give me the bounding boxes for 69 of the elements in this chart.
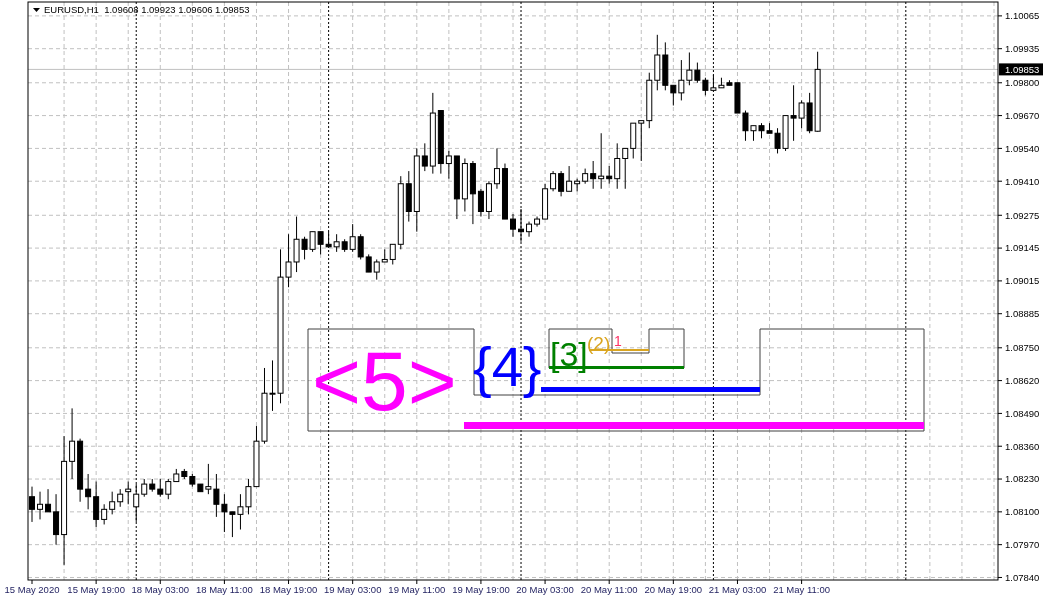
x-tick-label: 19 May 03:00 [323,584,382,595]
y-tick-label: 1.09540 [1005,142,1040,154]
candlestick [550,170,557,192]
x-tick-label: 21 May 11:00 [773,584,831,595]
candlestick [566,165,573,192]
y-tick-label: 1.10065 [1005,10,1040,22]
x-tick-label: 20 May 11:00 [580,584,638,595]
y-tick-label: 1.08360 [1005,440,1040,452]
candlestick [574,178,581,192]
y-tick-label: 1.09670 [1005,109,1040,121]
y-tick-label: 1.08885 [1005,308,1040,320]
candlestick [477,188,484,218]
candlestick [37,491,44,520]
candlestick [558,170,565,197]
chart-title: EURUSD,H1 1.09608 1.09923 1.09606 1.09853 [44,4,250,15]
candlestick [349,223,356,253]
annotation: [3] [550,335,588,373]
candlestick [373,258,380,281]
x-tick-label: 19 May 11:00 [388,584,446,595]
y-tick-label: 1.08750 [1005,342,1040,354]
x-tick-label: 18 May 11:00 [195,584,253,595]
y-tick-label: 1.09015 [1005,275,1040,287]
candlestick [85,473,92,510]
annotation: {4} [473,335,542,398]
y-tick-label: 1.08490 [1005,407,1040,419]
candlestick [598,132,605,190]
y-tick-label: 1.09800 [1005,77,1040,89]
x-tick-label: 18 May 03:00 [131,584,190,595]
y-tick-label: 1.09410 [1005,175,1040,187]
x-tick-label: 15 May 2020 [4,584,60,595]
candlestick [590,160,597,190]
candlestick [670,84,677,106]
x-tick-label: 20 May 19:00 [644,584,703,595]
candlestick [389,243,396,265]
y-tick-label: 1.08230 [1005,473,1040,485]
candlestick [518,208,525,243]
candlestick [69,407,76,480]
x-tick-label: 18 May 19:00 [259,584,318,595]
candlestick [133,483,140,523]
candlestick [357,233,364,260]
y-tick-label: 1.07840 [1005,571,1040,583]
candlestick [493,147,500,190]
candlestick [421,142,428,172]
candlestick [101,503,108,525]
y-tick-label: 1.09275 [1005,209,1040,221]
x-tick-label: 15 May 19:00 [67,584,125,595]
candlestick [45,488,52,513]
candlestick [125,481,132,505]
candlestick [510,213,516,238]
y-tick-label: 1.09935 [1005,43,1040,55]
x-tick-label: 21 May 03:00 [708,584,767,595]
y-tick-label: 1.08100 [1005,506,1040,518]
y-tick-label: 1.08620 [1005,374,1040,386]
y-tick-label: 1.09145 [1005,242,1040,254]
x-tick-label: 20 May 03:00 [516,584,574,595]
candlestick [53,493,60,546]
candlestick [109,491,116,515]
candlestick [678,59,685,101]
candlestick [93,481,100,528]
candlestick [614,142,621,190]
ref-line-label: 1.09853 [1005,63,1040,75]
x-tick-label: 19 May 19:00 [452,584,510,595]
candlestick [445,150,452,180]
candlestick [622,147,629,190]
candlestick [638,120,645,162]
annotation: 1 [614,333,623,349]
y-tick-label: 1.07970 [1005,538,1040,550]
candlestick [165,478,172,500]
annotation: <5> [312,334,457,428]
